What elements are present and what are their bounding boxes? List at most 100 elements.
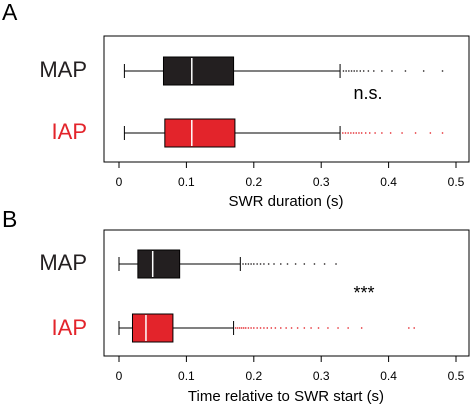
panel-a-map-outlier-point [422,70,425,72]
panel-b-map-outlier-point [280,263,282,265]
panel-b-series-label-iap: IAP [52,315,87,340]
panel-a-map-iqr-box [162,56,235,86]
panel-a-x-tick-label: 0.3 [313,175,330,189]
panel-a-map-outlier-point [381,70,383,72]
panel-b-map-outlier-point [286,263,289,265]
panel-a-map-outlier-point [356,70,358,72]
panel-a: A 0 0.1 0.2 0.3 0.4 0.5 SWR duration (s) n.s.… [2,0,470,210]
panel-b-iap-outlier-point [274,327,277,329]
panel-a-plot-frame [103,35,470,163]
panel-a-map-outlier-point [359,70,361,72]
panel-b-iap-outlier-point [236,327,239,329]
panel-b-iap-outlier-point [238,327,241,329]
panel-b-iap-outlier-point [250,327,252,329]
panel-b-map-outlier-point [259,263,262,265]
panel-a-series-label-map: MAP [39,57,87,82]
panel-a-map-outlier-point [391,70,393,72]
panel-b-iap-outlier-point [245,327,247,329]
panel-a-map-outlier-point [404,70,407,72]
panel-a-x-tick-label: 0 [116,175,123,189]
panel-a-iap-iqr-box [164,118,236,148]
panel-b-iap-outlier-point [413,327,415,329]
panel-b-iap-outlier-point [327,327,329,329]
panel-b-iap-outlier-point [347,327,349,329]
panel-a-series-label-iap: IAP [52,119,87,144]
panel-b-map-outlier-point [247,263,250,265]
panel-b-significance-annotation: *** [353,283,374,303]
panel-a-iap-outlier-point [429,132,432,134]
panel-a-iap-outlier-point [358,132,360,134]
panel-a-iap-outlier-point [364,132,367,134]
panel-b-iap-outlier-point [317,327,320,329]
panel-a-iap-outlier-point [350,132,352,134]
panel-a-iap-outlier-point [347,132,349,134]
panel-b-map-outlier-point [294,263,297,265]
panel-b-iap-outlier-point [408,327,410,329]
panel-b-iap-iqr-box [131,313,174,343]
panel-a-map-outlier-point [441,70,444,72]
panel-b-map-outlier-point [323,263,326,265]
panel-b-x-tick-label: 0.4 [380,369,397,383]
panel-b-x-axis: 0 0.1 0.2 0.3 0.4 0.5 [116,356,465,383]
panel-b-x-tick-label: 0.1 [178,369,195,383]
panel-a-iap-outlier-point [441,132,444,134]
panel-a-iap-outlier-point [389,132,392,134]
panel-b-map-outlier-point [245,263,247,265]
panel-b: B 0 0.1 0.2 0.3 0.4 0.5 Time relative to SWR … [2,206,470,405]
panel-b-iap-outlier-point [296,327,299,329]
panel-b-map-outlier-point [303,263,306,265]
panel-a-iap-outlier-point [352,132,355,134]
panel-b-iap-outlier-point [360,327,363,329]
panel-a-map-outlier-point [353,70,355,72]
panel-a-x-tick-label: 0.2 [245,175,262,189]
panel-b-map-outlier-point [250,263,252,265]
panel-b-iap-outlier-point [266,327,268,329]
panel-a-x-axis-label: SWR duration (s) [228,193,343,210]
panel-b-iap-outlier-point [247,327,250,329]
panel-b-iap-outlier-point [242,327,245,329]
panel-a-map-outlier-point [367,70,370,72]
panel-b-iap-outlier-point [303,327,306,329]
panel-b-map-outlier-point [263,263,265,265]
panel-b-iap-outlier-point [285,327,287,329]
panel-a-iap-outlier-point [355,132,357,134]
panel-a-marks [123,56,444,148]
panel-b-map-outlier-point [267,263,270,265]
panel-b-series-label-map: MAP [39,250,87,275]
panel-b-label: B [2,206,17,232]
panel-a-x-tick-label: 0.5 [448,175,465,189]
panel-a-label: A [2,0,18,25]
panel-b-iap-outlier-point [263,327,265,329]
panel-b-map-outlier-point [313,263,316,265]
panel-b-map-outlier-point [253,263,255,265]
panel-b-x-tick-label: 0 [116,369,123,383]
panel-a-iap-outlier-point [374,132,376,134]
panel-b-marks [118,249,415,343]
panel-a-map-outlier-point [373,70,375,72]
panel-b-iap-outlier-point [253,327,255,329]
panel-a-map-outlier-point [350,70,353,72]
panel-a-map-outlier-point [345,70,347,72]
panel-b-iap-outlier-point [240,327,243,329]
panel-a-iap-outlier-point [360,132,363,134]
panel-b-plot-frame [103,229,470,357]
panel-b-iap-outlier-point [290,327,293,329]
panel-a-map-outlier-point [348,70,350,72]
panel-b-iap-outlier-point [310,327,312,329]
panel-a-iap-outlier-point [401,132,403,134]
panel-a-map-outlier-point [362,70,365,72]
panel-a-x-axis: 0 0.1 0.2 0.3 0.4 0.5 [116,162,465,189]
panel-b-map-outlier-point [273,263,275,265]
panel-a-significance-annotation: n.s. [353,83,382,103]
panel-a-x-tick-label: 0.4 [380,175,397,189]
panel-b-map-outlier-point [335,263,337,265]
panel-b-x-axis-label: Time relative to SWR start (s) [188,388,384,405]
panel-a-iap-outlier-point [342,132,344,134]
panel-b-map-outlier-point [242,263,244,265]
panel-b-iap-outlier-point [270,327,273,329]
panel-b-x-tick-label: 0.3 [313,369,330,383]
panel-b-x-tick-label: 0.5 [448,369,465,383]
panel-b-iap-outlier-point [337,327,339,329]
panel-a-iap-outlier-point [414,132,417,134]
